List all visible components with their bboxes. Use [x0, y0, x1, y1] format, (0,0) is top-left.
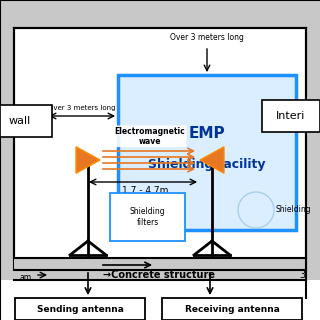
- Polygon shape: [200, 147, 224, 173]
- Text: Over 3 meters long: Over 3 meters long: [170, 33, 244, 42]
- Bar: [14, 28, 306, 268]
- Bar: [15, 298, 145, 320]
- Bar: [110, 193, 185, 241]
- Bar: [0, 28, 14, 320]
- Text: Sending antenna: Sending antenna: [36, 305, 124, 314]
- Text: Over 3 me: Over 3 me: [269, 105, 306, 111]
- Text: am: am: [20, 274, 32, 283]
- Bar: [0, 0, 320, 28]
- Text: 3: 3: [299, 270, 305, 280]
- Text: Over 3 meters long: Over 3 meters long: [48, 105, 116, 111]
- Text: wall: wall: [9, 116, 31, 126]
- Bar: [162, 298, 302, 320]
- Text: Shielding
filters: Shielding filters: [130, 207, 165, 227]
- Text: Shielding: Shielding: [276, 205, 312, 214]
- Bar: [14, 258, 306, 280]
- Bar: [0, 105, 52, 137]
- Bar: [118, 75, 296, 230]
- Text: EMP: EMP: [189, 126, 225, 141]
- Text: Shielding facility: Shielding facility: [148, 158, 266, 172]
- Text: →Concrete structure: →Concrete structure: [103, 270, 215, 280]
- Text: Receiving antenna: Receiving antenna: [185, 305, 279, 314]
- Bar: [0, 280, 320, 320]
- Text: Interi: Interi: [276, 111, 306, 121]
- Text: 1.7 - 4.7m: 1.7 - 4.7m: [122, 186, 168, 195]
- Bar: [262, 100, 320, 132]
- Bar: [306, 28, 320, 298]
- Polygon shape: [76, 147, 100, 173]
- Text: Electromagnetic
wave: Electromagnetic wave: [115, 127, 185, 146]
